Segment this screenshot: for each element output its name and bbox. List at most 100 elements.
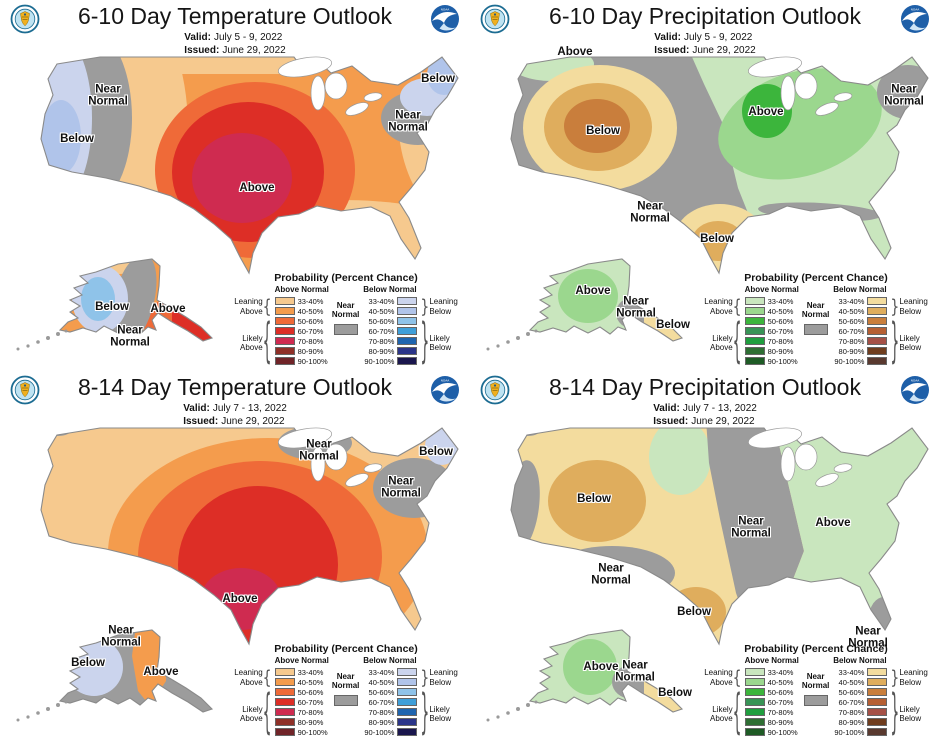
brace: { (732, 315, 742, 371)
map-label: Above (222, 592, 258, 605)
legend-swatch (397, 728, 418, 736)
likely-below-label: Likely Below (429, 704, 452, 723)
legend-swatch (867, 728, 888, 736)
percent-label: 50-60% (767, 687, 794, 697)
map-label: Below (71, 656, 105, 669)
legend-swatch (274, 668, 295, 676)
leaning-below-label: Leaning Below (429, 668, 458, 687)
percent-label: 33-40% (368, 667, 395, 677)
percent-label: 70-80% (838, 336, 865, 346)
brace: { (262, 686, 272, 742)
map-label: Below (419, 445, 453, 458)
leaning-above-label: Leaning Above (704, 297, 733, 316)
panel-610-temperature: 6-10 Day Temperature Outlook Valid: July … (0, 0, 470, 371)
map-label: Near Normal (388, 109, 428, 134)
legend-swatch (274, 337, 295, 345)
percent-label: 33-40% (838, 296, 865, 306)
brace: { (262, 295, 272, 318)
legend-swatch (397, 317, 418, 325)
below-normal-header: Below Normal (833, 656, 887, 665)
legend-swatch (397, 327, 418, 335)
brace: { (732, 666, 742, 689)
percent-label: 80-90% (767, 717, 794, 727)
map-label: Above (143, 665, 179, 678)
legend-above-brackets: Leaning Above{ Likely Above{ (233, 295, 272, 371)
legend-swatch (867, 668, 888, 676)
percent-label: 50-60% (838, 687, 865, 697)
brace: } (890, 686, 900, 742)
brace: } (420, 315, 430, 371)
legend-swatch (274, 297, 295, 305)
legend-swatch (274, 317, 295, 325)
map-label: Below (586, 124, 620, 137)
legend-swatch (744, 688, 765, 696)
percent-label: 90-100% (834, 356, 865, 366)
percent-label: 90-100% (364, 356, 395, 366)
likely-below-label: Likely Below (899, 333, 922, 352)
legend-swatch (867, 678, 888, 686)
percent-label: 80-90% (838, 346, 865, 356)
map-label: Above (815, 516, 851, 529)
legend-swatch (744, 728, 765, 736)
percent-label: 50-60% (838, 316, 865, 326)
map-label: Above (557, 45, 593, 58)
brace: { (262, 315, 272, 371)
conus-contours (511, 428, 928, 644)
legend-swatch (744, 698, 765, 706)
percent-label: 80-90% (838, 717, 865, 727)
conus-contours (41, 428, 458, 644)
alaska-contours (530, 630, 682, 712)
legend-swatch (744, 668, 765, 676)
map-label: Near Normal (381, 475, 421, 500)
near-normal-header: Near Normal (801, 301, 830, 319)
percent-label: 60-70% (767, 326, 794, 336)
legend-near-normal: Near Normal (332, 301, 359, 335)
map-label: Above (583, 660, 619, 673)
likely-below-label: Likely Below (429, 333, 452, 352)
percent-label: 33-40% (838, 667, 865, 677)
percent-label: 90-100% (364, 727, 395, 737)
legend-above-brackets: Leaning Above{ Likely Above{ (703, 666, 742, 740)
legend-swatch (867, 718, 888, 726)
legend-swatch (397, 718, 418, 726)
brace: } (420, 686, 430, 742)
map-label: Above (150, 302, 186, 315)
brace: { (262, 666, 272, 689)
legend-swatch (333, 695, 358, 706)
legend-swatch (397, 688, 418, 696)
likely-above-label: Likely Above (239, 333, 263, 352)
brace: } (420, 295, 430, 318)
panel-814-temperature: 8-14 Day Temperature Outlook Valid: July … (0, 371, 470, 742)
map-label: Above (575, 284, 611, 297)
legend-below-brackets: } Leaning Below } Likely Below (420, 667, 459, 740)
below-normal-header: Below Normal (363, 656, 417, 665)
percent-label: 40-50% (368, 306, 395, 316)
legend-swatch (803, 324, 828, 335)
legend-swatch (397, 698, 418, 706)
percent-label: 50-60% (368, 316, 395, 326)
map-label: Near Normal (884, 83, 924, 108)
legend-swatch (397, 337, 418, 345)
percent-label: 60-70% (368, 326, 395, 336)
map-label: Near Normal (615, 659, 655, 684)
probability-legend: Probability (Percent Chance) Leaning Abo… (226, 272, 466, 369)
legend-swatch (744, 718, 765, 726)
map-label: Near Normal (591, 562, 631, 587)
legend-swatch (397, 347, 418, 355)
legend-above-column: Above Normal 33-40% 40-50% 50-60% 60-70%… (744, 656, 799, 737)
legend-swatch (274, 357, 295, 365)
leaning-above-label: Leaning Above (234, 668, 263, 687)
map-label: Near Normal (616, 295, 656, 320)
legend-swatch (274, 728, 295, 736)
legend-above-column: Above Normal 33-40% 40-50% 50-60% 60-70%… (274, 656, 329, 737)
near-normal-header: Near Normal (331, 672, 360, 690)
map-label: Below (700, 232, 734, 245)
map-814-precipitation (486, 424, 929, 722)
brace: } (890, 315, 900, 371)
panel-610-precipitation: 6-10 Day Precipitation Outlook Valid: Jul… (470, 0, 940, 371)
legend-near-normal: Near Normal (801, 301, 830, 335)
legend-swatch (397, 307, 418, 315)
legend-swatch (867, 688, 888, 696)
brace: { (732, 295, 742, 318)
legend-title: Probability (Percent Chance) (744, 643, 888, 655)
